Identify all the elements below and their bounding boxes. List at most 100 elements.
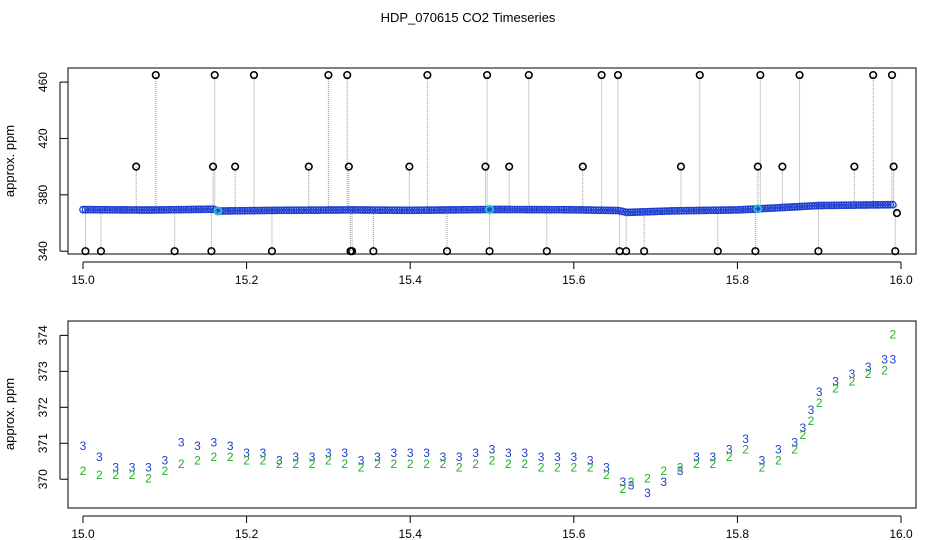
baseline-point [366,206,374,214]
baseline-point [101,205,109,214]
series-2-point: 2 [260,453,267,467]
x-tick-label: 16.0 [889,527,913,540]
baseline-point [113,205,122,214]
baseline-point [859,201,868,209]
series-3-point: 3 [472,446,479,460]
x-tick-label: 15.0 [71,527,95,540]
baseline-point [91,205,100,214]
spike-point [481,162,490,171]
cyan-marker [213,206,223,216]
baseline-point [722,206,730,214]
baseline-point [378,206,387,214]
baseline-point [579,206,588,214]
series-3-point: 3 [309,450,316,464]
spike-point [405,162,414,171]
baseline-point [636,208,644,216]
baseline-point [734,206,743,214]
series-2-point: 2 [194,453,201,467]
baseline-point [439,206,448,214]
baseline-point [854,201,863,209]
baseline-point [412,206,421,215]
baseline-point [741,205,750,214]
series-3-point: 3 [374,450,381,464]
baseline-point [304,206,313,214]
baseline-point [685,206,693,215]
series-3-point: 3 [227,439,234,453]
baseline-point [380,206,389,214]
baseline-point [182,205,190,214]
spike-point [482,70,492,80]
baseline-point [506,205,514,214]
series-3-point: 3 [587,453,594,467]
baseline-point [830,201,838,210]
baseline-point [125,206,134,214]
baseline-point [393,206,401,215]
baseline-point [351,206,360,214]
y-tick-label: 420 [36,128,50,148]
baseline-point [160,205,168,214]
series-3-point: 3 [865,360,872,374]
baseline-point [133,206,141,214]
baseline-point [192,205,200,214]
series-3-point: 3 [489,443,496,457]
baseline-point [508,205,517,214]
baseline-point [246,206,254,215]
baseline-point [177,205,186,214]
baseline-point [358,206,367,214]
baseline-point [695,206,703,215]
spike-point [132,162,141,171]
series-3-point: 3 [112,461,119,475]
series-3-point: 3 [341,446,348,460]
series-2-point: 2 [660,464,667,478]
baseline-point [427,206,436,214]
baseline-point [675,206,684,215]
y-tick-label: 374 [36,325,50,345]
baseline-point [589,206,598,214]
baseline-point [609,206,617,215]
baseline-point [123,206,132,214]
baseline-point [884,200,892,209]
baseline-point [515,205,524,214]
series-3-point: 3 [456,450,463,464]
baseline-point [628,208,637,217]
series-2-point: 2 [227,450,234,464]
baseline-point [493,205,502,214]
baseline-point [145,206,154,214]
baseline-point [790,203,799,211]
series-3-point: 3 [677,464,684,478]
baseline-point [368,206,377,214]
baseline-point [383,206,392,214]
series-2-point: 2 [276,457,283,471]
baseline-point [282,206,291,215]
x-tick-label: 15.8 [726,273,750,287]
series-2-point: 2 [309,457,316,471]
spike-point [231,162,240,171]
baseline-point [488,205,497,214]
baseline-point [633,208,642,216]
series-3-point: 3 [849,367,856,381]
baseline-point [327,206,335,214]
baseline-point [709,206,718,215]
baseline-point [550,205,559,214]
baseline-point [648,207,657,216]
baseline-point [471,205,480,214]
baseline-point [390,206,399,215]
series-3-point: 3 [808,403,815,417]
baseline-point [302,206,311,215]
baseline-point [562,205,571,214]
baseline-point [135,206,144,214]
baseline-point [339,206,347,214]
baseline-point [449,206,458,214]
bottom-panel-axes: 15.0 15.2 15.4 15.6 15.8 16.0 370 371 372 373 374 [36,325,913,540]
spike-point [208,162,218,171]
series-2-point: 2 [390,457,397,471]
series-3-point: 3 [505,446,512,460]
series-2-point: 2 [341,457,348,471]
baseline-point [847,201,855,210]
series-2-point: 2 [775,453,782,467]
baseline-point [557,205,566,214]
series-3-point: 3 [145,461,152,475]
series-3-point: 3 [358,453,365,467]
baseline-point [768,204,777,212]
